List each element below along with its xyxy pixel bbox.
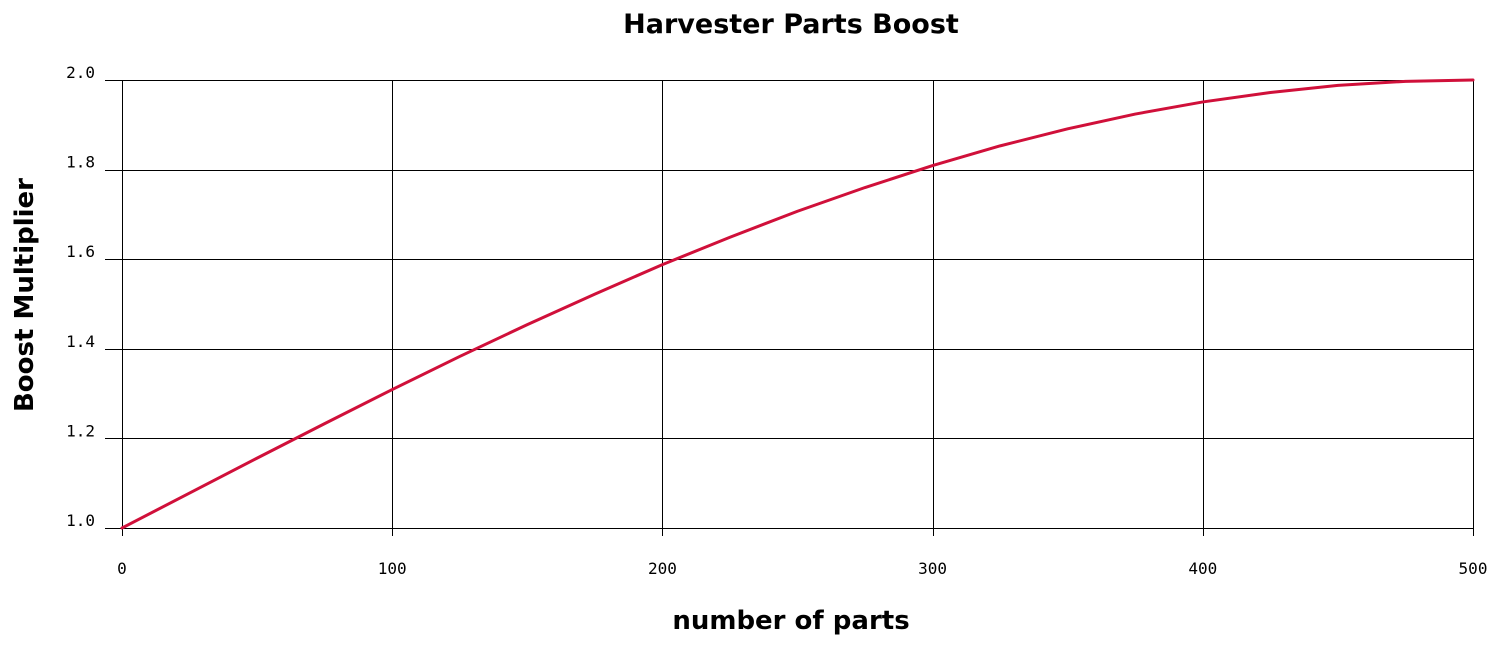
x-tick-label: 500 bbox=[1459, 559, 1488, 578]
x-gridlines bbox=[122, 80, 1474, 536]
y-tick-label: 2.0 bbox=[66, 63, 95, 82]
y-tick-label: 1.2 bbox=[66, 421, 95, 440]
y-tick-label: 1.0 bbox=[66, 511, 95, 530]
x-tick-label: 100 bbox=[378, 559, 407, 578]
x-tick-label: 300 bbox=[918, 559, 947, 578]
x-axis-title: number of parts bbox=[672, 606, 909, 636]
x-tick-label: 400 bbox=[1188, 559, 1217, 578]
y-tick-label: 1.8 bbox=[66, 153, 95, 172]
y-tick-label: 1.6 bbox=[66, 242, 95, 261]
chart-title: Harvester Parts Boost bbox=[623, 9, 959, 40]
x-tick-label: 200 bbox=[648, 559, 677, 578]
y-tick-label: 1.4 bbox=[66, 332, 95, 351]
x-tick-label: 0 bbox=[117, 559, 127, 578]
series-line bbox=[120, 78, 1475, 530]
y-gridlines bbox=[105, 80, 1473, 529]
series-group bbox=[120, 78, 1475, 530]
y-axis-ticks: 1.0 1.2 1.4 1.6 1.8 2.0 bbox=[66, 63, 95, 530]
x-axis-ticks: 0 100 200 300 400 500 bbox=[117, 559, 1487, 578]
y-axis-title: Boost Multiplier bbox=[10, 178, 40, 412]
